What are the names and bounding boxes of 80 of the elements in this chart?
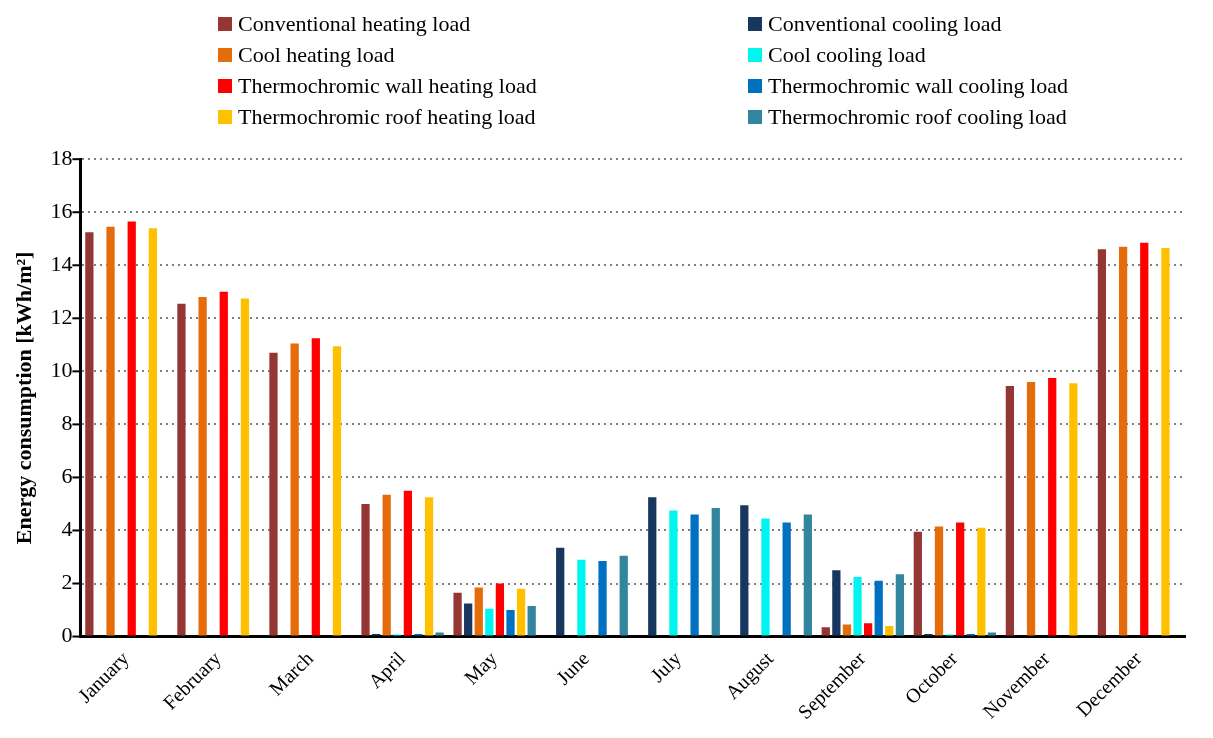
bar: [474, 587, 483, 636]
bar: [106, 226, 115, 636]
bar: [1026, 381, 1036, 636]
y-tick-label: 16: [50, 198, 73, 224]
bar: [290, 343, 299, 636]
y-tick-label: 12: [50, 304, 73, 330]
bar: [895, 574, 904, 636]
y-tick-label: 8: [61, 410, 73, 436]
bar: [453, 592, 462, 636]
legend-label: Conventional cooling load: [768, 10, 1002, 38]
bar: [311, 338, 320, 636]
bar: [761, 518, 770, 636]
x-tick-label: June: [551, 646, 594, 689]
y-tick-label: 2: [61, 569, 73, 595]
y-tick-label: 14: [50, 251, 73, 277]
bar: [648, 497, 657, 636]
bar: [690, 514, 699, 636]
bar: [977, 527, 986, 636]
legend-label: Thermochromic wall cooling load: [768, 72, 1068, 100]
bar: [85, 232, 94, 636]
bar: [874, 580, 883, 636]
bar: [516, 588, 526, 636]
bar: [127, 221, 136, 636]
bar: [619, 555, 628, 636]
bar: [403, 490, 412, 636]
bar: [1118, 246, 1128, 636]
x-tick-label: May: [459, 647, 502, 690]
bar: [148, 228, 158, 636]
bar: [669, 510, 678, 636]
bar: [913, 531, 922, 636]
bar: [842, 624, 852, 636]
y-tick-label: 18: [50, 144, 73, 170]
bar: [821, 627, 830, 636]
y-tick-label: 10: [50, 357, 73, 383]
bar: [506, 610, 515, 636]
bar: [464, 603, 473, 636]
bar: [269, 352, 278, 636]
bar: [332, 346, 342, 636]
legend-label: Thermochromic roof cooling load: [768, 103, 1067, 131]
bar: [485, 608, 494, 636]
bar: [1048, 377, 1057, 636]
bar: [987, 632, 997, 636]
bar: [435, 632, 444, 636]
legend-label: Cool heating load: [238, 41, 395, 69]
bar: [782, 522, 791, 636]
bar: [361, 503, 370, 636]
bar: [1140, 242, 1149, 636]
bar: [1161, 248, 1170, 636]
bar: [219, 291, 228, 636]
bar: [240, 298, 250, 636]
bar: [527, 606, 536, 636]
bar: [956, 522, 965, 636]
bar: [832, 570, 841, 636]
bar: [803, 514, 812, 636]
y-tick-label: 0: [61, 622, 73, 648]
x-tick-label: July: [646, 647, 686, 687]
legend-label: Cool cooling load: [768, 41, 926, 69]
bar: [177, 303, 186, 636]
bar: [1005, 385, 1014, 636]
bar: [1097, 249, 1107, 636]
legend-label: Conventional heating load: [238, 10, 471, 38]
bar: [885, 625, 894, 636]
bar: [495, 583, 505, 636]
legend-label: Thermochromic roof heating load: [238, 103, 536, 131]
bar: [424, 497, 434, 636]
bar: [740, 505, 749, 636]
y-axis-title: Energy consumption [kWh/m²]: [10, 251, 36, 545]
bar: [863, 623, 873, 636]
bar: [598, 560, 607, 636]
bar: [853, 576, 862, 636]
y-tick-label: 6: [61, 463, 73, 489]
bar: [198, 297, 207, 636]
bar: [934, 526, 944, 636]
bar: [556, 547, 565, 636]
bar: [711, 507, 720, 636]
legend-label: Thermochromic wall heating load: [238, 72, 537, 100]
y-tick-label: 4: [61, 516, 73, 542]
bar: [382, 494, 391, 636]
bar: [1069, 383, 1078, 636]
bar: [577, 559, 586, 636]
